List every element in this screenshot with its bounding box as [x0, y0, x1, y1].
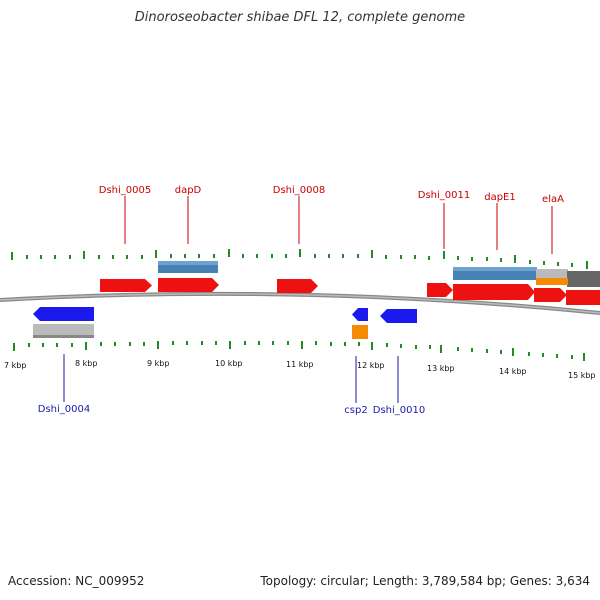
gene-arrow-next[interactable] — [566, 290, 600, 305]
tick-label-12kbp: 12 kbp — [357, 361, 385, 370]
accession-text: Accession: NC_009952 — [8, 574, 145, 588]
gene-arrow-Dshi_0010[interactable] — [380, 309, 417, 323]
tick-label-10kbp: 10 kbp — [215, 359, 243, 368]
gene-label-dapD[interactable]: dapD — [175, 185, 202, 196]
genome-summary-text: Topology: circular; Length: 3,789,584 bp… — [260, 574, 590, 588]
gray-feature-Dshi_0004[interactable] — [33, 324, 94, 338]
tick-label-11kbp: 11 kbp — [286, 360, 314, 369]
tick-label-13kbp: 13 kbp — [427, 364, 455, 373]
plus-strand-features — [100, 261, 600, 305]
gene-arrow-Dshi_0011[interactable] — [427, 283, 453, 297]
gene-label-Dshi_0010[interactable]: Dshi_0010 — [373, 405, 425, 416]
tick-label-7kbp: 7 kbp — [4, 361, 26, 370]
bottom-scale-ticks — [13, 341, 585, 361]
gene-label-Dshi_0008[interactable]: Dshi_0008 — [273, 185, 325, 196]
gene-arrow-csp2[interactable] — [352, 308, 368, 321]
top-label-leaders — [124, 196, 553, 254]
gray-feature-elaA[interactable] — [536, 269, 568, 278]
scale-tick-labels: 7 kbp 8 kbp 9 kbp 10 kbp 11 kbp 12 kbp 1… — [4, 359, 596, 380]
gene-arrow-Dshi_0008[interactable] — [277, 279, 318, 293]
top-gene-labels: Dshi_0005 dapD Dshi_0008 Dshi_0011 dapE1… — [99, 185, 564, 205]
gene-label-dapE1[interactable]: dapE1 — [484, 192, 516, 203]
bottom-label-leaders — [63, 354, 399, 403]
gene-label-elaA[interactable]: elaA — [542, 194, 564, 205]
gene-label-Dshi_0005[interactable]: Dshi_0005 — [99, 185, 151, 196]
tick-label-15kbp: 15 kbp — [568, 371, 596, 380]
dark-feature-elaA[interactable] — [567, 271, 600, 287]
gene-arrow-dapD[interactable] — [158, 278, 219, 292]
tick-label-14kbp: 14 kbp — [499, 367, 527, 376]
gene-label-Dshi_0011[interactable]: Dshi_0011 — [418, 190, 470, 201]
tick-label-8kbp: 8 kbp — [75, 359, 97, 368]
gene-arrow-Dshi_0005[interactable] — [100, 279, 152, 292]
orange-feature-elaA[interactable] — [536, 278, 568, 285]
minus-strand-features — [33, 307, 417, 339]
tick-label-9kbp: 9 kbp — [147, 359, 169, 368]
top-scale-ticks — [11, 249, 588, 269]
gene-arrow-elaA[interactable] — [534, 288, 567, 302]
orange-feature-csp2[interactable] — [352, 325, 368, 339]
gene-label-Dshi_0004[interactable]: Dshi_0004 — [38, 404, 90, 415]
gene-arrow-dapE1[interactable] — [453, 284, 535, 300]
bottom-gene-labels: Dshi_0004 csp2 Dshi_0010 — [38, 404, 425, 416]
genome-title: Dinoroseobacter shibae DFL 12, complete … — [134, 10, 466, 25]
gene-arrow-Dshi_0004[interactable] — [33, 307, 94, 321]
gene-label-csp2[interactable]: csp2 — [344, 405, 367, 416]
